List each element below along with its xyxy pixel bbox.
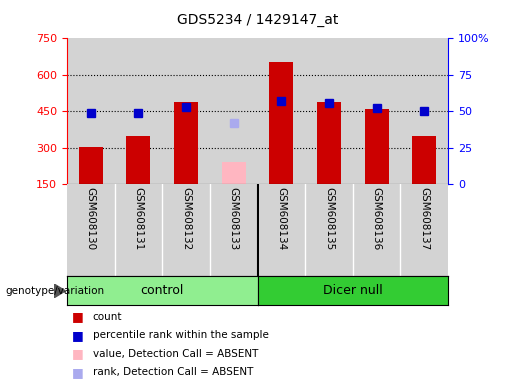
- Text: genotype/variation: genotype/variation: [5, 286, 104, 296]
- Bar: [174, 102, 198, 184]
- Text: ■: ■: [72, 347, 84, 360]
- Text: GSM608133: GSM608133: [229, 187, 238, 250]
- Polygon shape: [54, 284, 65, 298]
- Text: GSM608134: GSM608134: [277, 187, 286, 250]
- Text: GSM608131: GSM608131: [133, 187, 143, 250]
- Bar: [317, 102, 341, 184]
- Bar: [365, 109, 388, 184]
- Bar: [79, 147, 102, 184]
- Bar: [222, 162, 246, 184]
- Text: GSM608135: GSM608135: [324, 187, 334, 250]
- Text: ■: ■: [72, 366, 84, 379]
- Text: ■: ■: [72, 310, 84, 323]
- Text: Dicer null: Dicer null: [323, 285, 383, 297]
- Text: count: count: [93, 312, 122, 322]
- Text: GSM608130: GSM608130: [86, 187, 96, 250]
- Text: GSM608137: GSM608137: [419, 187, 429, 250]
- Text: GDS5234 / 1429147_at: GDS5234 / 1429147_at: [177, 13, 338, 27]
- Text: GSM608136: GSM608136: [372, 187, 382, 250]
- Text: value, Detection Call = ABSENT: value, Detection Call = ABSENT: [93, 349, 258, 359]
- Text: percentile rank within the sample: percentile rank within the sample: [93, 330, 269, 340]
- Bar: [413, 136, 436, 184]
- Text: GSM608132: GSM608132: [181, 187, 191, 250]
- Bar: [127, 136, 150, 184]
- Text: ■: ■: [72, 329, 84, 342]
- Text: rank, Detection Call = ABSENT: rank, Detection Call = ABSENT: [93, 367, 253, 377]
- Bar: [269, 61, 293, 184]
- Text: control: control: [141, 285, 184, 297]
